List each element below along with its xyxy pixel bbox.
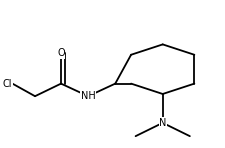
Text: N: N <box>158 118 166 128</box>
Text: NH: NH <box>80 91 95 101</box>
Text: Cl: Cl <box>3 79 12 89</box>
Text: O: O <box>57 48 65 58</box>
